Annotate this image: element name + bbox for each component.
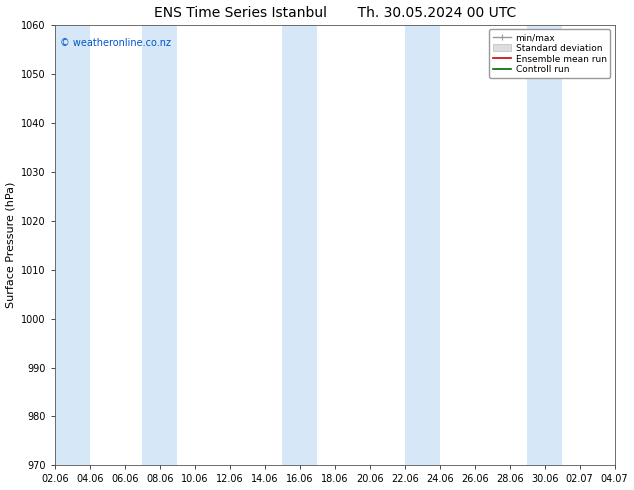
Text: © weatheronline.co.nz: © weatheronline.co.nz bbox=[60, 38, 171, 48]
Bar bbox=[55, 25, 90, 465]
Bar bbox=[142, 25, 178, 465]
Bar bbox=[282, 25, 317, 465]
Title: ENS Time Series Istanbul       Th. 30.05.2024 00 UTC: ENS Time Series Istanbul Th. 30.05.2024 … bbox=[153, 5, 516, 20]
Y-axis label: Surface Pressure (hPa): Surface Pressure (hPa) bbox=[6, 182, 16, 308]
Bar bbox=[527, 25, 562, 465]
Legend: min/max, Standard deviation, Ensemble mean run, Controll run: min/max, Standard deviation, Ensemble me… bbox=[489, 29, 610, 78]
Bar bbox=[404, 25, 439, 465]
